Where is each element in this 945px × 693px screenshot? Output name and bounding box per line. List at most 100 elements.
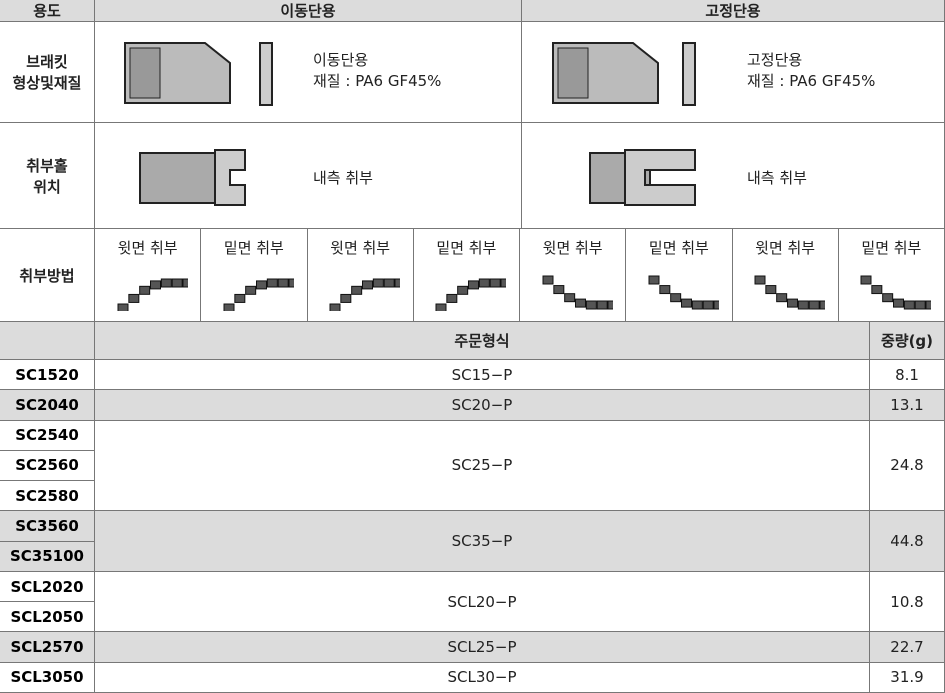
mounting-label: 밑면 취부 <box>223 239 284 257</box>
model-name: SC1520 <box>0 360 95 391</box>
chain-link <box>860 275 872 285</box>
chain-link <box>904 300 916 310</box>
chain-link <box>754 275 766 285</box>
chain-link <box>117 303 129 311</box>
chain-link <box>542 275 554 285</box>
chain-link <box>234 293 246 303</box>
row-label: 취부방법 <box>0 229 95 322</box>
chain-link <box>648 275 660 285</box>
model-name: SCL2020 <box>0 571 95 603</box>
chain-link <box>765 285 777 295</box>
chain-link <box>160 278 172 288</box>
row-label: 취부홀 위치 <box>0 123 95 229</box>
chain-link <box>915 300 927 310</box>
label-line: 브래킷 <box>26 53 68 71</box>
chain-link <box>255 280 267 290</box>
model-name: SC3560 <box>0 511 95 542</box>
mounting-label: 밑면 취부 <box>436 239 497 257</box>
label-line: 취부홀 <box>26 156 68 175</box>
order-code: SC35−P <box>95 511 870 572</box>
bracket-moving <box>95 22 522 123</box>
mounting-label: 윗면 취부 <box>330 239 391 257</box>
hole-text: 내측 취부 <box>747 169 807 187</box>
mounting-label: 밑면 취부 <box>648 239 709 257</box>
weight: 22.7 <box>870 632 945 663</box>
chain-link <box>468 280 480 290</box>
hole-image <box>139 149 246 206</box>
mounting-icon <box>435 278 507 311</box>
mounting-icon <box>648 275 719 310</box>
blank-header <box>0 322 95 360</box>
chain-link <box>329 303 341 311</box>
chain-link <box>596 300 608 310</box>
header-moving: 이동단용 <box>95 0 522 22</box>
mounting-label: 윗면 취부 <box>755 239 816 257</box>
chain-link <box>776 293 788 303</box>
chain-link <box>808 300 820 310</box>
mounting-option: 윗면 취부 <box>732 229 839 322</box>
chain-link <box>882 293 894 303</box>
chain-link <box>362 280 374 290</box>
model-name: SCL3050 <box>0 662 95 693</box>
order-header: 주문형식 <box>95 322 870 360</box>
chain-link <box>127 293 139 303</box>
chain-link <box>138 285 150 295</box>
order-code: SC25−P <box>95 420 870 512</box>
mounting-icon <box>542 275 613 310</box>
chain-link <box>563 293 575 303</box>
weight: 8.1 <box>870 360 945 391</box>
mounting-icon <box>860 275 932 310</box>
bracket-image <box>552 42 696 106</box>
chain-link <box>394 278 401 288</box>
chain-link <box>702 300 714 310</box>
bracket-text: 재질 : PA6 GF45% <box>747 72 876 90</box>
chain-link <box>383 278 395 288</box>
chain-link <box>266 278 278 288</box>
label-line: 형상및재질 <box>12 74 82 92</box>
weight: 44.8 <box>870 511 945 572</box>
bracket-text: 고정단용 <box>747 51 803 69</box>
chain-link <box>340 293 352 303</box>
mounting-option: 윗면 취부 <box>520 229 627 322</box>
chain-link <box>277 278 289 288</box>
hole-moving <box>95 123 522 229</box>
mounting-option: 윗면 취부 <box>307 229 414 322</box>
chain-link <box>574 298 586 308</box>
chain-link <box>490 278 502 288</box>
chain-link <box>223 303 235 311</box>
order-code: SC15−P <box>95 360 870 391</box>
model-name: SC2040 <box>0 390 95 421</box>
mounting-option: 밑면 취부 <box>626 229 733 322</box>
mounting-option: 윗면 취부 <box>95 229 202 322</box>
model-name: SC2580 <box>0 481 95 512</box>
header-usage: 용도 <box>0 0 95 22</box>
mounting-option: 밑면 취부 <box>413 229 520 322</box>
chain-link <box>171 278 183 288</box>
mounting-label: 밑면 취부 <box>861 239 922 257</box>
chain-link <box>182 278 188 288</box>
model-name: SCL2050 <box>0 602 95 633</box>
header-fixed: 고정단용 <box>522 0 945 22</box>
chain-link <box>446 293 458 303</box>
chain-link <box>893 298 905 308</box>
mounting-icon <box>117 278 188 311</box>
mounting-icon <box>754 275 826 310</box>
chain-link <box>797 300 809 310</box>
order-code: SC20−P <box>95 390 870 421</box>
chain-link <box>819 300 826 310</box>
chain-link <box>500 278 507 288</box>
weight: 13.1 <box>870 390 945 421</box>
bracket-text: 재질 : PA6 GF45% <box>313 72 442 90</box>
chain-link <box>925 300 932 310</box>
hole-image <box>589 149 696 206</box>
chain-link <box>245 285 257 295</box>
mounting-option: 밑면 취부 <box>838 229 945 322</box>
chain-link <box>372 278 384 288</box>
chain-link <box>351 285 363 295</box>
mounting-icon <box>329 278 401 311</box>
mounting-option: 밑면 취부 <box>201 229 308 322</box>
weight: 10.8 <box>870 571 945 633</box>
chain-link <box>691 300 703 310</box>
